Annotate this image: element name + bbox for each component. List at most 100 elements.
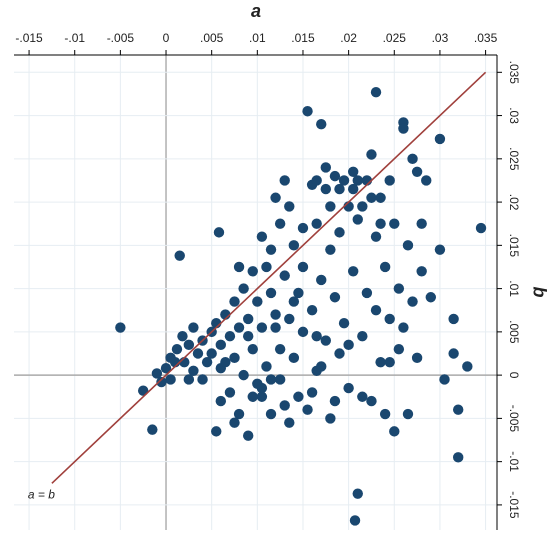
x-tick-label: -.01 [64,31,85,45]
scatter-point [270,322,281,333]
scatter-point [343,339,354,351]
scatter-point [233,322,245,333]
scatter-point [115,322,126,333]
scatter-point [352,488,363,499]
scatter-point [147,424,158,435]
scatter-point [284,417,295,428]
scatter-point [366,395,377,407]
scatter-point [316,274,327,286]
scatter-point [284,313,295,325]
scatter-point [279,400,290,411]
scatter-point [206,348,217,359]
scatter-point [265,374,277,385]
scatter-point [347,266,359,277]
scatter-point [156,376,167,388]
y-tick-label: .03 [507,107,521,124]
x-tick-label: 0 [163,31,170,45]
scatter-point [242,330,254,342]
scatter-point [370,305,382,316]
scatter-point [411,352,423,364]
scatter-point [188,322,199,333]
scatter-point [229,417,240,428]
scatter-point [261,261,272,273]
scatter-point [297,222,309,234]
scatter-point [384,175,395,186]
scatter-point [366,149,377,160]
scatter-point [242,430,254,441]
scatter-point [375,218,386,229]
scatter-point [151,368,163,379]
scatter-point [416,266,427,277]
scatter-point [256,231,268,242]
scatter-point [256,322,268,333]
scatter-point [288,352,300,364]
scatter-point [279,270,290,281]
scatter-point [325,413,336,424]
scatter-point [357,201,368,212]
reference-line [51,71,487,484]
scatter-point [171,343,183,355]
scatter-point [265,287,277,299]
scatter-point [160,363,172,374]
scatter-point [256,391,268,402]
scatter-point [311,218,322,229]
scatter-point [425,292,437,303]
scatter-point [407,296,418,307]
scatter-point [352,175,363,186]
scatter-point [452,452,464,463]
x-tick-label: .03 [432,31,449,45]
scatter-point [279,175,290,186]
scatter-point [343,382,354,394]
scatter-point [452,404,464,415]
scatter-point [256,382,268,394]
scatter-point [229,296,240,307]
scatter-point [306,305,318,316]
scatter-point [393,343,405,355]
x-tick-label: .01 [249,31,266,45]
scatter-point [316,119,327,130]
scatter-point [407,153,418,165]
scatter-point [220,356,231,368]
scatter-point [352,214,363,225]
scatter-point [448,313,459,325]
reference-line-label: a = b [28,487,55,501]
y-tick-label: .01 [507,280,521,297]
scatter-point [233,261,245,273]
scatter-point [284,201,295,212]
scatter-point [357,330,368,342]
scatter-point [238,369,249,381]
x-axis-title: a [251,1,261,21]
scatter-point [165,374,176,385]
scatter-point [229,352,240,364]
scatter-point [398,322,409,333]
scatter-point [347,166,359,178]
scatter-point [183,339,195,351]
scatter-point [448,348,459,359]
scatter-point [293,287,304,299]
scatter-point [215,339,227,351]
y-tick-label: -.01 [507,451,521,472]
y-tick-label: .02 [507,194,521,211]
scatter-point [288,240,300,251]
scatter-point [379,261,391,273]
scatter-point [329,292,341,303]
scatter-point [320,183,332,195]
scatter-point [439,374,450,385]
y-axis-title: b [529,287,548,298]
scatter-point [462,361,473,372]
scatter-point [349,515,361,526]
scatter-point [211,426,222,437]
scatter-point [306,387,318,398]
scatter-point [389,218,400,229]
scatter-point [334,183,345,195]
scatter-point [329,170,341,182]
scatter-point [192,348,204,359]
scatter-point [274,374,286,385]
scatter-point [297,326,309,338]
scatter-point [265,408,277,420]
scatter-point [177,330,188,342]
scatter-point [325,244,336,255]
scatter-point [265,244,277,255]
scatter-point [247,343,258,355]
